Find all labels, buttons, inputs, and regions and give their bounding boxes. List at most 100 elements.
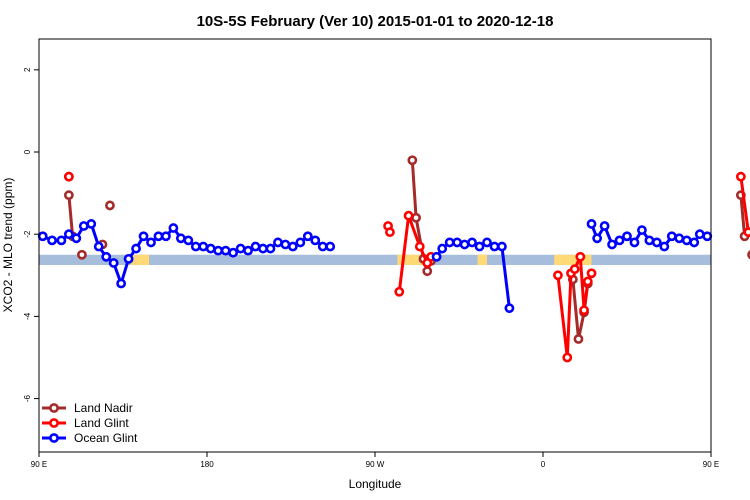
y-tick-label: 2: [23, 67, 32, 72]
land-band: [554, 254, 592, 266]
land-glint-point: [569, 264, 580, 275]
ocean-glint-point: [431, 251, 442, 262]
y-tick-label: -4: [23, 312, 32, 320]
ocean-glint-point: [444, 237, 455, 248]
land-glint-point: [385, 227, 395, 238]
ocean-glint-point: [317, 241, 328, 252]
ocean-glint-point: [489, 241, 500, 252]
y-tick-label: 0: [23, 149, 32, 154]
legend-ocean-glint-label: Ocean Glint: [74, 431, 138, 445]
ocean-glint-point: [504, 303, 515, 314]
ocean-glint-point: [622, 231, 632, 242]
ocean-glint-point: [101, 251, 112, 262]
ocean-glint-point: [452, 237, 463, 248]
ocean-glint-point: [659, 241, 670, 252]
ocean-glint-point: [459, 239, 470, 250]
ocean-glint-point: [220, 245, 231, 256]
legend-land-nadir-marker: [49, 403, 59, 413]
ocean-glint-point: [295, 237, 306, 248]
ocean-glint-point: [280, 239, 291, 250]
ocean-glint-point: [131, 243, 141, 254]
ocean-glint-point: [213, 245, 224, 256]
ocean-glint-point: [78, 221, 89, 231]
ocean-glint-point: [614, 235, 625, 246]
land-glint-point: [575, 251, 586, 262]
legend-land-glint-marker: [49, 418, 59, 428]
ocean-glint-point: [310, 235, 321, 246]
ocean-glint-point: [258, 243, 268, 254]
ocean-glint-point: [205, 243, 216, 254]
land-glint-point: [735, 171, 746, 182]
ocean-glint-point: [325, 241, 336, 252]
ocean-glint-point: [497, 241, 507, 252]
land-glint-point: [582, 276, 593, 287]
ocean-glint-point: [629, 237, 640, 248]
y-tick-label: -2: [23, 230, 32, 238]
x-tick-label: 90 E: [31, 460, 47, 469]
ocean-glint-point: [175, 233, 186, 244]
land-glint-point: [394, 286, 405, 297]
x-tick-label: 180: [200, 460, 214, 469]
ocean-glint-point: [681, 235, 692, 246]
y-tick-label: -6: [23, 394, 32, 402]
ocean-glint-point: [644, 235, 655, 246]
ocean-glint-point: [666, 231, 677, 242]
land-glint-point: [579, 305, 589, 316]
ocean-glint-point: [482, 237, 492, 248]
ocean-glint-point: [592, 233, 603, 244]
ocean-glint-point: [108, 258, 119, 268]
x-tick-label: 90 E: [703, 460, 719, 469]
land-glint-point: [63, 171, 74, 182]
ocean-glint-point: [694, 229, 705, 240]
ocean-glint-point: [302, 231, 313, 242]
land-nadir-point: [407, 155, 418, 166]
ocean-glint-point: [265, 243, 276, 254]
legend-ocean-glint-marker: [49, 433, 59, 443]
land-glint-point: [553, 270, 563, 281]
land-nadir-point: [77, 249, 87, 260]
land-glint-point: [562, 352, 573, 363]
legend-land-glint-label: Land Glint: [74, 416, 129, 430]
ocean-band: [39, 254, 711, 266]
x-tick-label: 0: [541, 460, 546, 469]
ocean-glint-point: [146, 237, 156, 248]
land-band: [477, 254, 487, 266]
land-glint-line: [397, 214, 433, 292]
ocean-glint-point: [651, 237, 662, 248]
land-glint-line: [739, 176, 750, 233]
land-band: [134, 254, 144, 266]
land-band: [141, 254, 150, 266]
land-nadir-point: [422, 266, 433, 277]
ocean-glint-point: [71, 233, 82, 244]
chart-title: 10S-5S February (Ver 10) 2015-01-01 to 2…: [197, 13, 554, 30]
ocean-glint-line: [435, 240, 511, 309]
ocean-glint-point: [702, 231, 713, 242]
ocean-glint-point: [287, 241, 298, 252]
land-glint-point: [403, 210, 414, 221]
ocean-glint-point: [586, 219, 597, 229]
land-nadir-point: [105, 200, 115, 211]
ocean-glint-point: [86, 219, 97, 229]
ocean-glint-point: [243, 245, 253, 256]
land-glint-point: [586, 268, 597, 279]
ocean-glint-point: [198, 241, 209, 252]
ocean-glint-point: [674, 233, 685, 244]
land-band: [397, 254, 433, 266]
ocean-glint-point: [437, 243, 448, 254]
x-axis-label: Longitude: [349, 477, 402, 491]
land-nadir-point: [63, 190, 74, 201]
ocean-glint-point: [689, 237, 700, 248]
ocean-glint-point: [273, 237, 283, 248]
ocean-glint-point: [37, 231, 48, 242]
y-axis-label: XCO2 - MLO trend (ppm): [1, 178, 15, 313]
land-nadir-line: [67, 195, 75, 237]
ocean-glint-point: [56, 235, 67, 246]
ocean-glint-point: [47, 235, 57, 246]
legend-land-nadir-label: Land Nadir: [74, 401, 133, 415]
ocean-glint-point: [63, 229, 74, 240]
x-tick-label: 90 W: [366, 460, 385, 469]
land-glint-point: [743, 227, 750, 238]
ocean-glint-point: [161, 231, 171, 242]
